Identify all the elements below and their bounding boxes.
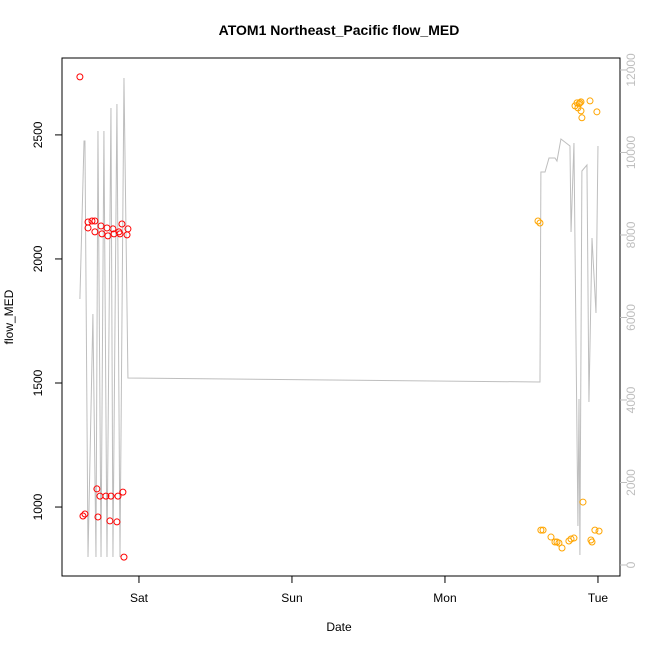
y2-tick-label: 0	[624, 561, 638, 568]
data-line	[79, 78, 599, 557]
data-point	[120, 553, 128, 561]
data-point	[107, 492, 115, 500]
y2-tick-label: 2000	[624, 469, 638, 496]
chart-title: ATOM1 Northeast_Pacific flow_MED	[219, 22, 460, 38]
data-point	[102, 492, 110, 500]
y2-tick-label: 12000	[624, 53, 638, 87]
data-point	[578, 114, 586, 122]
y2-tick-label: 8000	[624, 221, 638, 248]
data-point	[551, 538, 559, 546]
data-point	[81, 510, 89, 518]
data-point	[536, 219, 544, 227]
data-point	[537, 526, 545, 534]
data-point	[104, 232, 112, 240]
data-point	[558, 544, 566, 552]
data-point	[591, 526, 599, 534]
y-tick-label: 1500	[31, 369, 45, 396]
data-point	[547, 533, 555, 541]
data-point	[595, 527, 603, 535]
y-axis-label: flow_MED	[2, 289, 16, 344]
data-point	[91, 228, 99, 236]
data-point	[93, 485, 101, 493]
data-point	[98, 230, 106, 238]
data-point	[565, 537, 573, 545]
data-point	[84, 224, 92, 232]
data-point	[534, 217, 542, 225]
data-point	[577, 107, 585, 115]
y2-tick-label: 4000	[624, 386, 638, 413]
data-point	[539, 526, 547, 534]
x-axis-label: Date	[326, 620, 352, 634]
data-point	[123, 231, 131, 239]
data-point	[570, 534, 578, 542]
data-point	[118, 220, 126, 228]
data-point	[113, 518, 121, 526]
data-point	[88, 217, 96, 225]
data-point	[588, 538, 596, 546]
y-tick-label: 2500	[31, 121, 45, 148]
x-tick-label: Mon	[433, 591, 456, 605]
data-point	[575, 100, 583, 108]
data-point	[567, 535, 575, 543]
x-tick-label: Tue	[588, 591, 609, 605]
y2-tick-label: 10000	[624, 135, 638, 169]
data-point	[79, 512, 87, 520]
data-point	[94, 513, 102, 521]
data-point	[114, 492, 122, 500]
x-tick-label: Sat	[130, 591, 149, 605]
data-point	[76, 73, 84, 81]
data-point	[577, 98, 585, 106]
data-point	[593, 108, 601, 116]
data-point	[119, 488, 127, 496]
data-point	[116, 230, 124, 238]
y-tick-label: 1000	[31, 493, 45, 520]
data-point	[579, 498, 587, 506]
data-point	[586, 97, 594, 105]
data-point	[109, 225, 117, 233]
data-point	[576, 99, 584, 107]
data-point	[555, 539, 563, 547]
data-point	[106, 517, 114, 525]
data-point	[124, 225, 132, 233]
data-point	[97, 222, 105, 230]
plot-frame	[61, 57, 621, 577]
y2-tick-label: 6000	[624, 304, 638, 331]
y-tick-label: 2000	[31, 245, 45, 272]
data-point	[91, 217, 99, 225]
data-point	[96, 492, 104, 500]
x-tick-label: Sun	[281, 591, 302, 605]
